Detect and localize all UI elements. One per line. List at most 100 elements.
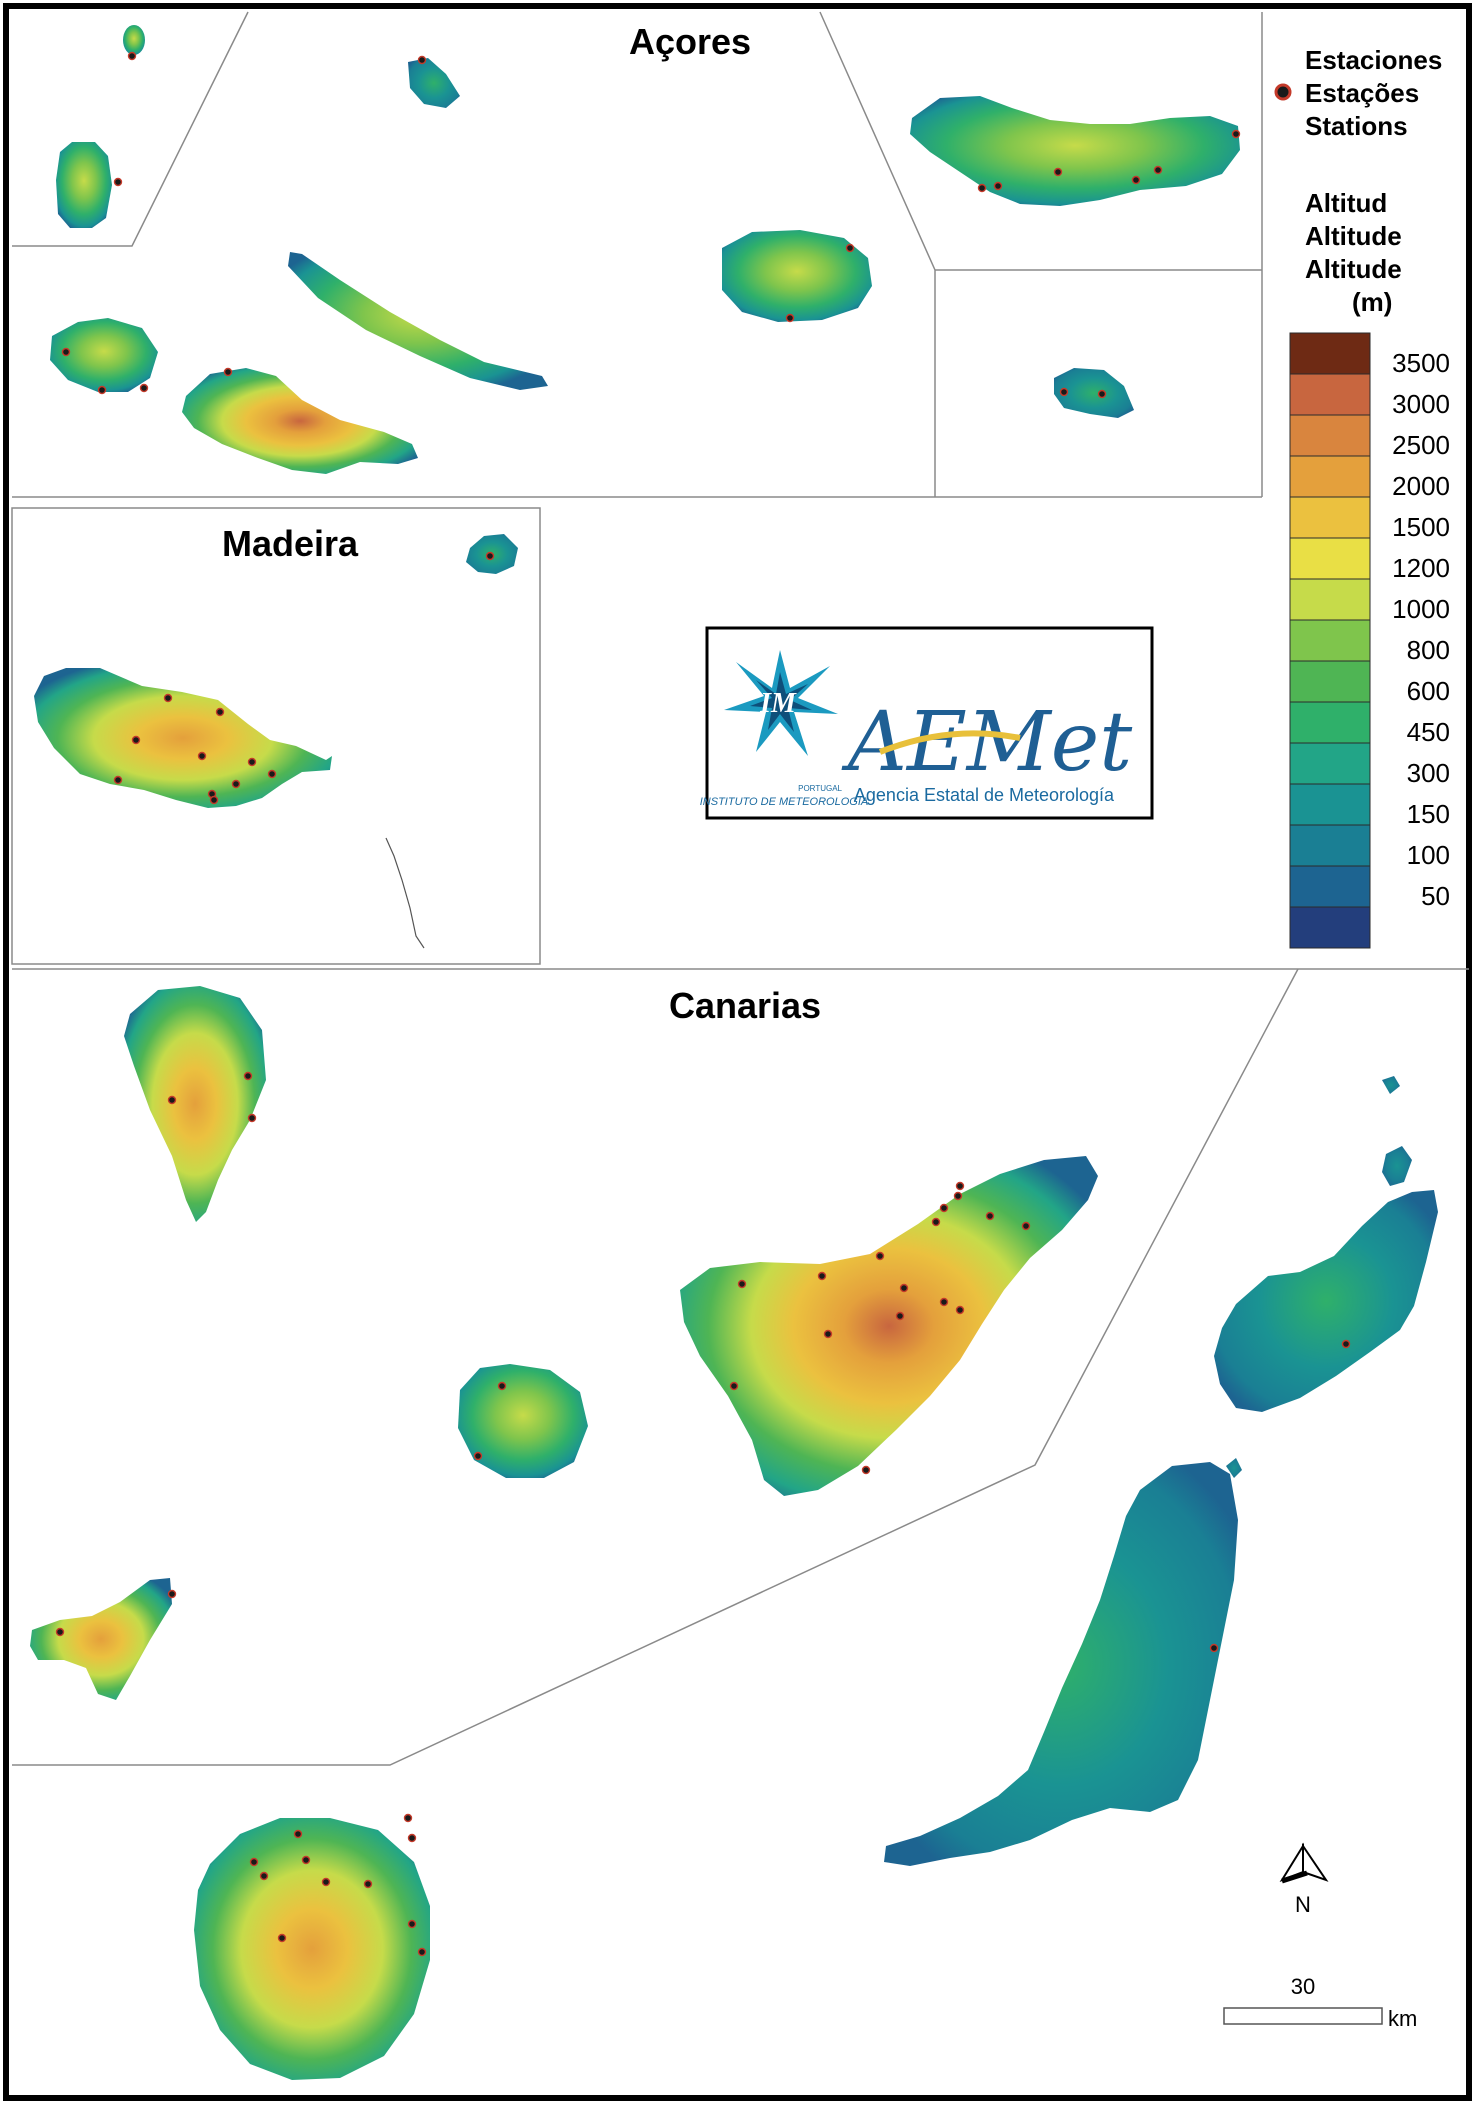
legend-swatch — [1289, 414, 1371, 457]
north-label: N — [1295, 1892, 1311, 1917]
station-marker — [1153, 165, 1163, 175]
station-marker — [993, 181, 1003, 191]
station-marker — [417, 1947, 427, 1957]
station-marker — [861, 1465, 871, 1475]
legend-swatch-label: 300 — [1407, 758, 1450, 788]
station-marker — [895, 1311, 905, 1321]
island-tenerife — [680, 1156, 1098, 1496]
station-marker — [127, 51, 137, 61]
station-marker — [321, 1877, 331, 1887]
legend-swatch-label: 1000 — [1392, 594, 1450, 624]
legend-swatch — [1289, 783, 1371, 826]
im-logo-letters: IM — [759, 688, 797, 719]
scale-unit: km — [1388, 2006, 1417, 2031]
station-marker — [729, 1381, 739, 1391]
station-marker — [223, 367, 233, 377]
scale-value: 30 — [1291, 1974, 1315, 1999]
station-marker — [407, 1833, 417, 1843]
legend-swatch — [1289, 332, 1371, 375]
island-alegranza — [1382, 1076, 1400, 1094]
island-sao-jorge — [288, 252, 548, 390]
aemet-swoosh — [878, 730, 1021, 755]
island-la-gomera — [458, 1364, 588, 1478]
island-el-hierro — [30, 1578, 172, 1700]
legend-altitude-es: Altitud — [1305, 188, 1387, 218]
azores-islands — [50, 25, 1240, 474]
station-marker — [243, 1071, 253, 1081]
island-flores — [56, 142, 112, 228]
station-marker — [1131, 175, 1141, 185]
station-marker — [1231, 129, 1241, 139]
station-marker — [899, 1283, 909, 1293]
island-graciosa — [408, 58, 460, 108]
station-marker — [197, 751, 207, 761]
island-sao-miguel — [910, 96, 1240, 206]
station-marker — [737, 1279, 747, 1289]
legend-swatch-label: 3000 — [1392, 389, 1450, 419]
legend-swatch-label: 1200 — [1392, 553, 1450, 583]
station-marker — [845, 243, 855, 253]
legend-swatch — [1289, 701, 1371, 744]
station-marker — [231, 779, 241, 789]
station-marker — [939, 1203, 949, 1213]
legend-swatch — [1289, 496, 1371, 539]
im-name: INSTITUTO DE METEOROLOGIA — [700, 796, 868, 808]
legend-stations-pt: Estações — [1305, 78, 1419, 108]
island-santa-maria — [1054, 368, 1134, 418]
station-marker — [131, 735, 141, 745]
legend-swatch-label: 150 — [1407, 799, 1450, 829]
legend-swatch-label: 1500 — [1392, 512, 1450, 542]
legend-station-symbol — [1274, 83, 1292, 101]
legend-swatch — [1289, 824, 1371, 867]
legend-altitude-pt: Altitude — [1305, 221, 1402, 251]
station-marker — [113, 775, 123, 785]
station-marker — [417, 55, 427, 65]
legend-swatch-label: 600 — [1407, 676, 1450, 706]
station-marker — [1021, 1221, 1031, 1231]
station-marker — [259, 1871, 269, 1881]
station-marker — [817, 1271, 827, 1281]
station-marker — [209, 795, 219, 805]
station-marker — [277, 1933, 287, 1943]
station-marker — [163, 693, 173, 703]
station-marker — [139, 383, 149, 393]
legend-swatch — [1289, 660, 1371, 703]
north-arrow: N — [1279, 1842, 1329, 1917]
station-marker — [485, 551, 495, 561]
station-marker — [931, 1217, 941, 1227]
island-madeira — [34, 668, 332, 808]
station-marker — [785, 313, 795, 323]
legend-swatch-label: 3500 — [1392, 348, 1450, 378]
station-marker — [955, 1305, 965, 1315]
station-marker — [955, 1181, 965, 1191]
legend-swatch-label: 450 — [1407, 717, 1450, 747]
legend-swatch — [1289, 742, 1371, 785]
aemet-wordmark: AEMet — [841, 695, 1134, 790]
island-terceira — [722, 230, 872, 322]
logo-box: IM PORTUGAL INSTITUTO DE METEOROLOGIA AE… — [700, 626, 1154, 820]
station-marker — [215, 707, 225, 717]
weather-stations — [55, 51, 1351, 1957]
station-marker — [823, 1329, 833, 1339]
station-marker — [939, 1297, 949, 1307]
station-marker — [1059, 387, 1069, 397]
station-marker — [977, 183, 987, 193]
station-marker — [1341, 1339, 1351, 1349]
legend: Estaciones Estações Stations Altitud Alt… — [1274, 45, 1450, 949]
station-marker — [403, 1813, 413, 1823]
station-marker — [61, 347, 71, 357]
station-marker — [167, 1095, 177, 1105]
station-marker — [247, 1113, 257, 1123]
legend-swatch — [1289, 455, 1371, 498]
island-faial — [50, 318, 158, 392]
island-corvo — [123, 25, 145, 55]
im-logo: IM — [724, 650, 838, 756]
station-marker — [167, 1589, 177, 1599]
island-la-palma — [124, 986, 266, 1222]
scale-bar: 30 km — [1223, 1974, 1417, 2031]
madeira-title: Madeira — [222, 523, 359, 564]
legend-swatch-label: 800 — [1407, 635, 1450, 665]
station-marker — [1097, 389, 1107, 399]
island-desertas — [385, 837, 425, 949]
